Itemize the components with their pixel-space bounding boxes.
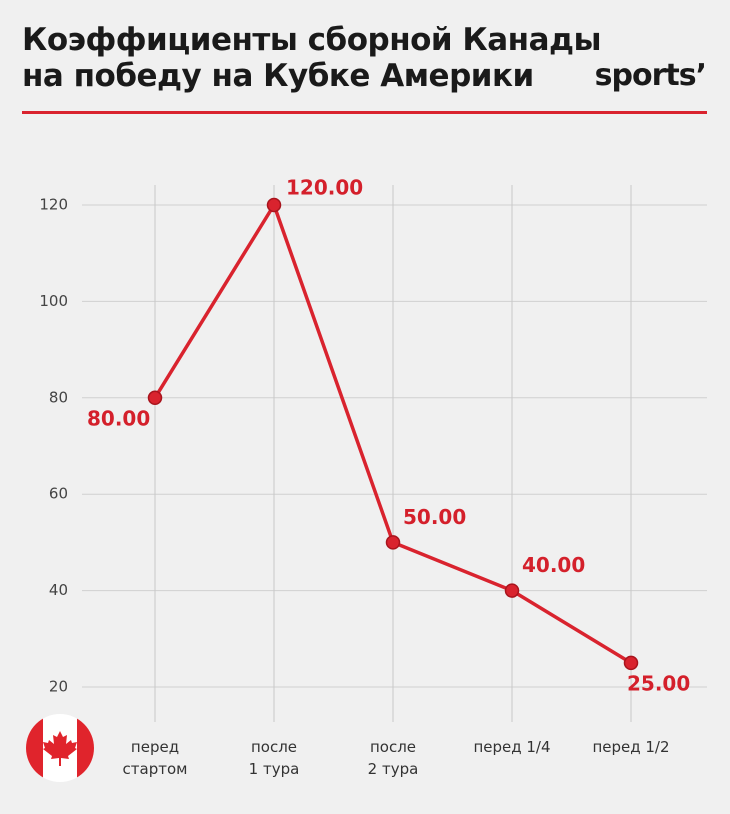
y-tick-label: 80 [49,388,68,406]
point [266,197,282,213]
x-tick-label: после 2 тура [367,738,419,778]
title-rule [22,111,707,114]
point [623,655,639,671]
value-label: 40.00 [522,553,585,577]
y-tick-label: 20 [49,678,68,696]
x-tick-label: перед 1/4 [473,738,551,756]
y-tick-label: 100 [39,292,68,310]
point [504,583,520,598]
point [147,390,163,406]
logo: sports’ [594,58,707,93]
value-label: 120.00 [286,176,363,200]
x-tick-label: перед стартом [122,738,188,778]
point [385,535,401,550]
y-tick-label: 60 [49,485,68,503]
value-label: 50.00 [403,505,466,529]
y-tick-label: 120 [39,196,68,214]
x-tick-label: перед 1/2 [592,738,670,756]
x-tick-label: после 1 тура [248,738,300,778]
value-label: 80.00 [87,406,150,430]
y-tick-label: 40 [49,581,68,599]
value-label: 25.00 [627,671,690,695]
chart-title: Коэффициенты сборной Канады на победу на… [22,22,602,94]
canada-flag [26,714,94,782]
